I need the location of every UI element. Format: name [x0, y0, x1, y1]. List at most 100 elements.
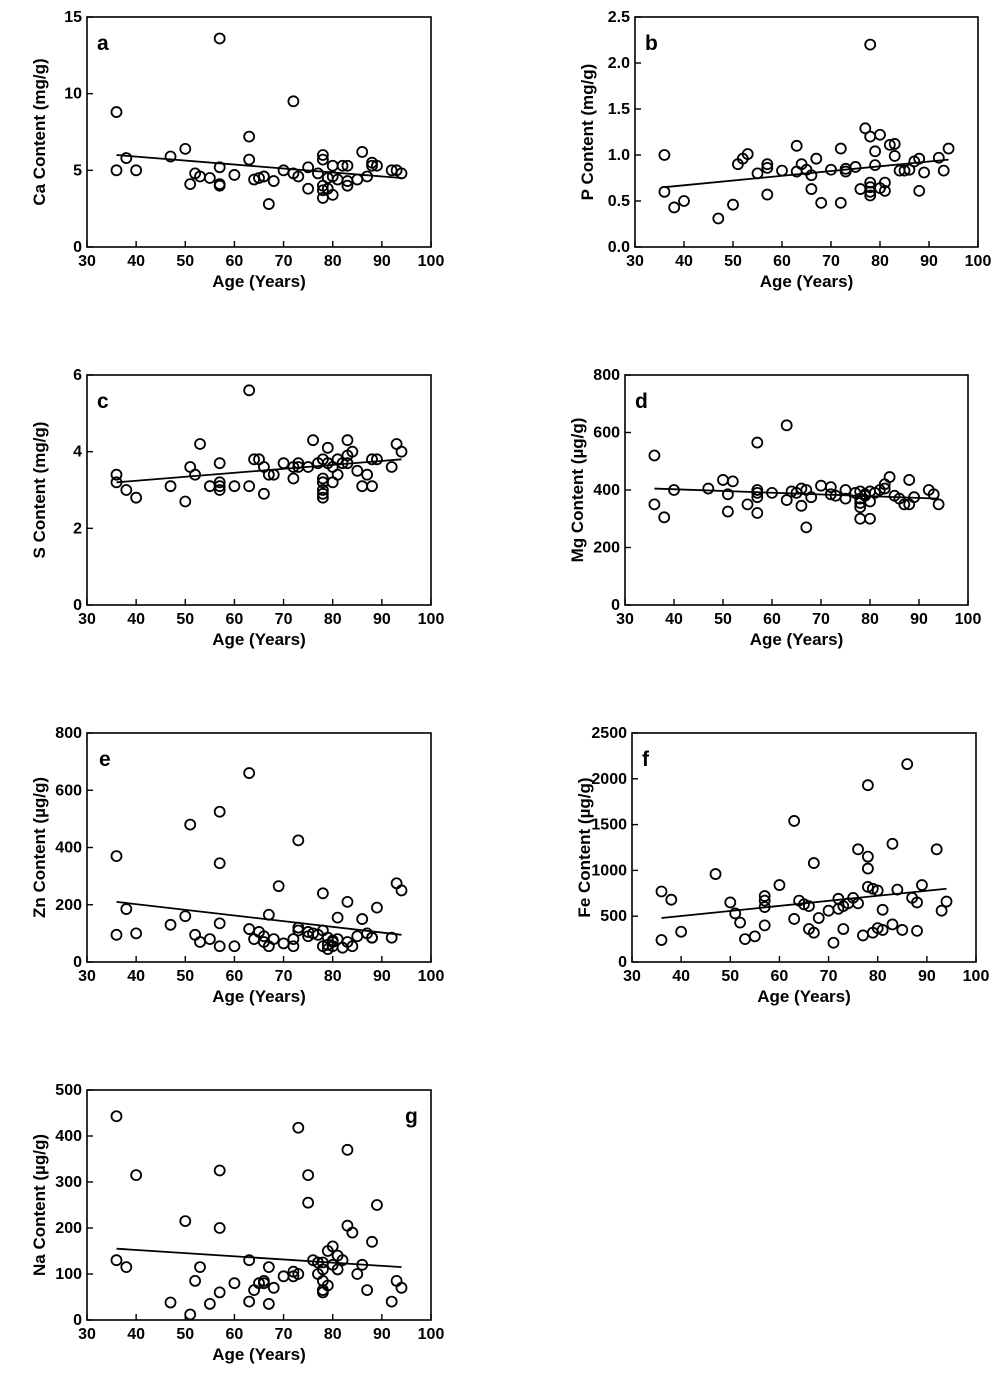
data-point	[213, 476, 226, 489]
y-tick-label: 0	[73, 239, 82, 256]
data-point	[130, 927, 143, 940]
x-tick-label: 100	[418, 968, 445, 985]
data-point	[277, 1270, 290, 1283]
data-point	[726, 475, 739, 488]
data-point	[891, 883, 904, 896]
data-point	[932, 498, 945, 511]
data-point	[316, 484, 329, 496]
data-point	[316, 887, 329, 900]
y-tick-label: 400	[55, 840, 82, 857]
data-point	[795, 499, 808, 512]
x-tick-label: 40	[672, 968, 690, 985]
x-tick-label: 60	[226, 1326, 244, 1343]
data-point	[734, 916, 747, 929]
x-tick-label: 80	[324, 968, 342, 985]
data-point	[722, 505, 734, 518]
data-point	[307, 434, 319, 447]
x-tick-label: 30	[616, 611, 634, 628]
x-tick-label: 100	[955, 611, 982, 628]
data-point	[709, 868, 722, 880]
x-tick-label: 100	[418, 253, 445, 270]
y-tick-label: 2500	[591, 725, 627, 742]
panel-letter: f	[642, 748, 650, 771]
data-point	[852, 897, 864, 910]
data-point	[658, 149, 671, 161]
data-point	[312, 167, 324, 180]
data-point	[110, 476, 123, 489]
data-point	[267, 468, 280, 481]
data-point	[366, 1235, 378, 1248]
data-point	[120, 152, 133, 164]
y-tick-label: 500	[55, 1082, 82, 1099]
x-tick-label: 60	[226, 968, 244, 985]
data-point	[326, 159, 339, 172]
data-point	[356, 1258, 369, 1271]
data-point	[658, 511, 671, 524]
data-point	[668, 201, 681, 214]
panel-letter: a	[97, 32, 109, 55]
data-point	[883, 471, 896, 483]
data-point	[935, 904, 948, 917]
data-point	[110, 850, 123, 862]
y-tick-label: 500	[600, 908, 627, 925]
x-tick-label: 80	[324, 611, 342, 628]
data-point	[727, 198, 739, 211]
data-point	[852, 843, 864, 856]
data-point	[316, 1263, 329, 1276]
panel-letter: e	[99, 748, 111, 771]
y-tick-label: 800	[593, 367, 620, 384]
x-tick-label: 90	[910, 611, 928, 628]
x-tick-label: 100	[963, 968, 990, 985]
data-point	[292, 170, 305, 183]
data-point	[189, 468, 202, 481]
data-point	[110, 928, 123, 941]
panel-d: 30 40 50 60 70 80 90 100 0 200 400 600 800 Age (Years…	[568, 367, 981, 649]
y-tick-label: 2.5	[608, 9, 630, 26]
data-point	[253, 172, 265, 184]
x-tick-label: 60	[226, 253, 244, 270]
data-point	[267, 933, 280, 945]
data-point	[385, 1295, 398, 1308]
data-point	[302, 1196, 315, 1209]
data-point	[302, 1169, 315, 1181]
data-point	[857, 929, 869, 942]
data-point	[648, 498, 661, 511]
data-point	[800, 521, 813, 534]
data-point	[262, 1298, 275, 1310]
data-point	[717, 474, 729, 486]
x-tick-label: 90	[918, 968, 936, 985]
data-point	[287, 933, 300, 945]
data-point	[366, 453, 378, 466]
data-point	[110, 1254, 123, 1267]
data-point	[262, 198, 275, 210]
x-tick-label: 40	[665, 611, 683, 628]
data-point	[179, 1215, 192, 1227]
x-tick-label: 100	[418, 1326, 445, 1343]
x-tick-label: 90	[373, 1326, 391, 1343]
y-axis-title: Fe Content (µg/g)	[575, 777, 594, 917]
y-tick-label: 0.5	[608, 193, 630, 210]
y-tick-label: 1.0	[608, 147, 630, 164]
data-point	[258, 1277, 270, 1290]
data-point	[336, 1254, 349, 1267]
data-point	[351, 930, 364, 943]
data-point	[316, 153, 329, 166]
data-point	[213, 1286, 226, 1299]
data-point	[898, 498, 911, 511]
data-point	[901, 758, 914, 771]
data-point	[739, 933, 751, 945]
x-axis-title: Age (Years)	[212, 272, 306, 291]
data-point	[874, 128, 886, 141]
x-tick-label: 60	[773, 253, 791, 270]
y-axis-title: S Content (mg/g)	[30, 422, 49, 559]
panel-a: 30 40 50 60 70 80 90 100 0 5 10 15 Age (Years) Ca Con…	[30, 9, 444, 291]
data-point	[761, 188, 774, 201]
data-point	[837, 923, 850, 935]
data-point	[164, 150, 177, 163]
data-point	[675, 925, 688, 938]
data-point	[203, 1298, 216, 1310]
data-point	[228, 940, 241, 953]
panel-letter: d	[635, 390, 648, 413]
data-point	[341, 895, 354, 908]
x-tick-label: 70	[275, 1326, 293, 1343]
